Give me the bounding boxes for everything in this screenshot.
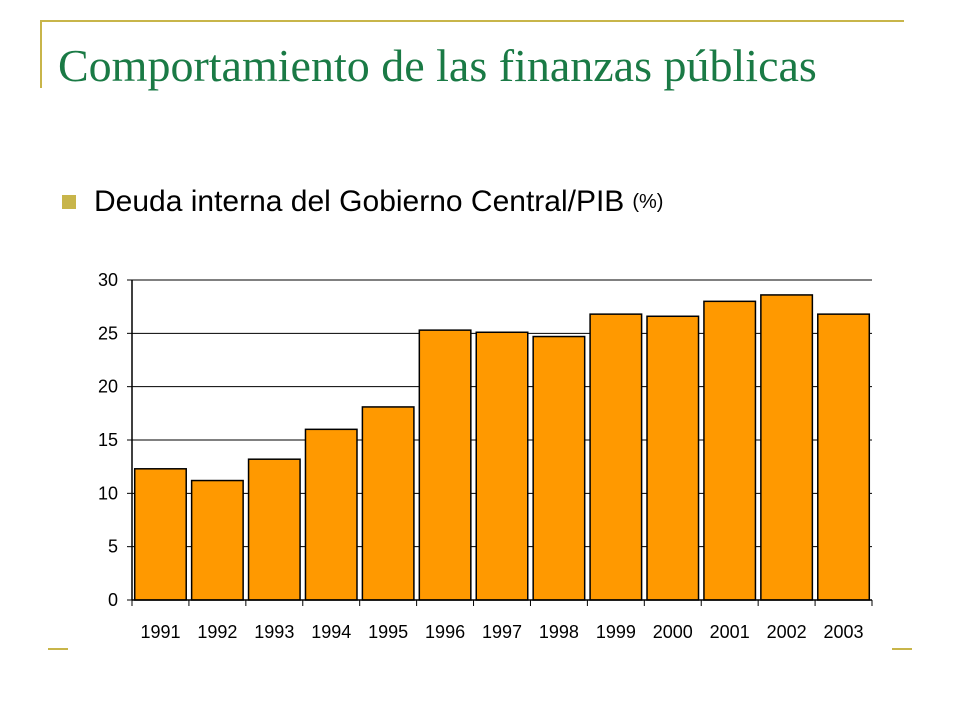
frame-left-line [40,20,42,88]
x-tick-label: 1997 [482,622,522,642]
frame-bottom-right-line [892,648,912,650]
bar-1997 [475,331,529,601]
bar-1991 [133,468,187,601]
chart-axes [127,279,873,606]
bar-1999 [589,313,643,601]
chart-bars [133,294,871,601]
x-tick-label: 2002 [767,622,807,642]
y-tick-label: 10 [98,483,118,503]
bar-1994 [304,428,358,601]
x-tick-label: 1993 [254,622,294,642]
bar-2002 [760,294,814,601]
x-tick-label: 1998 [539,622,579,642]
y-tick-label: 30 [98,270,118,290]
x-tick-label: 1992 [197,622,237,642]
y-tick-label: 15 [98,430,118,450]
bullet-text: Deuda interna del Gobierno Central/PIB [94,185,625,218]
bar-1995 [361,406,415,601]
x-tick-label: 1991 [140,622,180,642]
bar-1996 [418,329,472,601]
x-tick-label: 2001 [710,622,750,642]
frame-top-line [40,20,904,22]
bar-2000 [646,315,700,601]
y-tick-label: 0 [108,590,118,610]
bar-1993 [247,458,301,601]
x-tick-label: 1994 [311,622,351,642]
bar-2001 [703,300,757,601]
bar-1992 [190,479,244,601]
bar-1998 [532,335,586,601]
y-tick-label: 5 [108,537,118,557]
x-tick-label: 2003 [824,622,864,642]
bullet-square-icon [62,195,76,209]
bullet-item: Deuda interna del Gobierno Central/PIB (… [62,180,663,224]
x-tick-label: 2000 [653,622,693,642]
chart-tick-labels: 0 5 10 15 20 25 30 1991 1992 1993 1994 1995 1996 1997… [98,270,864,642]
slide-title: Comportamiento de las finanzas públicas [58,40,817,91]
frame-bottom-left-line [48,648,68,650]
x-tick-label: 1996 [425,622,465,642]
y-tick-label: 25 [98,323,118,343]
x-tick-label: 1995 [368,622,408,642]
y-tick-label: 20 [98,377,118,397]
bar-2003 [817,313,871,601]
x-tick-label: 1999 [596,622,636,642]
bullet-unit: (%) [632,190,664,213]
